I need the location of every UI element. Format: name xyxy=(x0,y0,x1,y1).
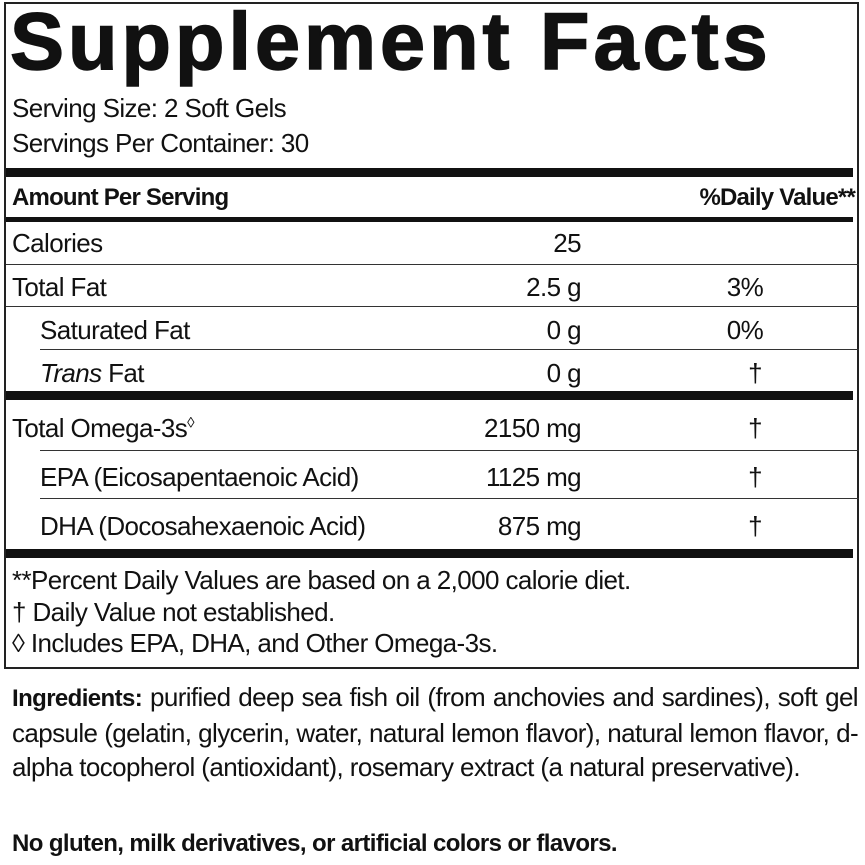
diamond-mark: ◊ xyxy=(187,414,194,432)
italic-name: Trans xyxy=(40,358,102,388)
serving-size: Serving Size: 2 Soft Gels xyxy=(12,93,287,123)
row-daily-value: † xyxy=(748,462,762,492)
footnote: † Daily Value not established. xyxy=(12,597,335,627)
row-amount: 25 xyxy=(553,228,581,258)
footnote: **Percent Daily Values are based on a 2,… xyxy=(12,565,631,595)
row-divider xyxy=(40,498,859,499)
row-amount: 875 mg xyxy=(497,511,582,541)
row-daily-value: 0% xyxy=(726,315,764,345)
thick-divider xyxy=(6,549,853,558)
row-amount: 0 g xyxy=(546,315,582,345)
header-daily-value: %Daily Value** xyxy=(699,184,855,211)
panel-title: Supplement Facts xyxy=(9,0,772,88)
row-divider xyxy=(6,306,859,307)
row-name: Saturated Fat xyxy=(40,315,190,345)
row-divider xyxy=(6,264,859,265)
thick-divider xyxy=(6,391,853,400)
row-name: Total Fat xyxy=(12,272,107,302)
row-amount: 2.5 g xyxy=(526,272,581,302)
supplement-facts-panel xyxy=(4,2,859,669)
footnote: ◊ Includes EPA, DHA, and Other Omega-3s. xyxy=(12,628,498,658)
name-rest: Fat xyxy=(101,358,144,388)
row-amount: 2150 mg xyxy=(484,413,582,443)
row-name: Calories xyxy=(12,228,103,258)
row-daily-value: † xyxy=(748,358,762,388)
ingredients: Ingredients: purified deep sea fish oil … xyxy=(12,680,859,784)
row-amount: 0 g xyxy=(546,358,582,388)
row-name: Total Omega-3s◊ xyxy=(12,413,195,444)
free-from-statement: No gluten, milk derivatives, or artifici… xyxy=(12,830,618,857)
name-text: Total Omega-3s xyxy=(12,413,188,443)
row-daily-value: † xyxy=(748,511,762,541)
row-name: DHA (Docosahexaenoic Acid) xyxy=(40,511,366,541)
row-divider xyxy=(40,450,859,451)
row-name: EPA (Eicosapentaenoic Acid) xyxy=(40,462,359,492)
row-divider xyxy=(40,349,859,350)
header-amount: Amount Per Serving xyxy=(12,184,229,211)
ingredients-text: purified deep sea fish oil (from anchovi… xyxy=(12,682,859,782)
divider xyxy=(6,217,853,222)
row-daily-value: 3% xyxy=(726,272,764,302)
ingredients-label: Ingredients: xyxy=(12,685,143,712)
thick-divider xyxy=(6,168,853,177)
row-daily-value: † xyxy=(748,413,762,443)
servings-per-container: Servings Per Container: 30 xyxy=(12,128,309,158)
row-name: Trans Fat xyxy=(40,358,145,389)
row-amount: 1125 mg xyxy=(485,462,582,492)
